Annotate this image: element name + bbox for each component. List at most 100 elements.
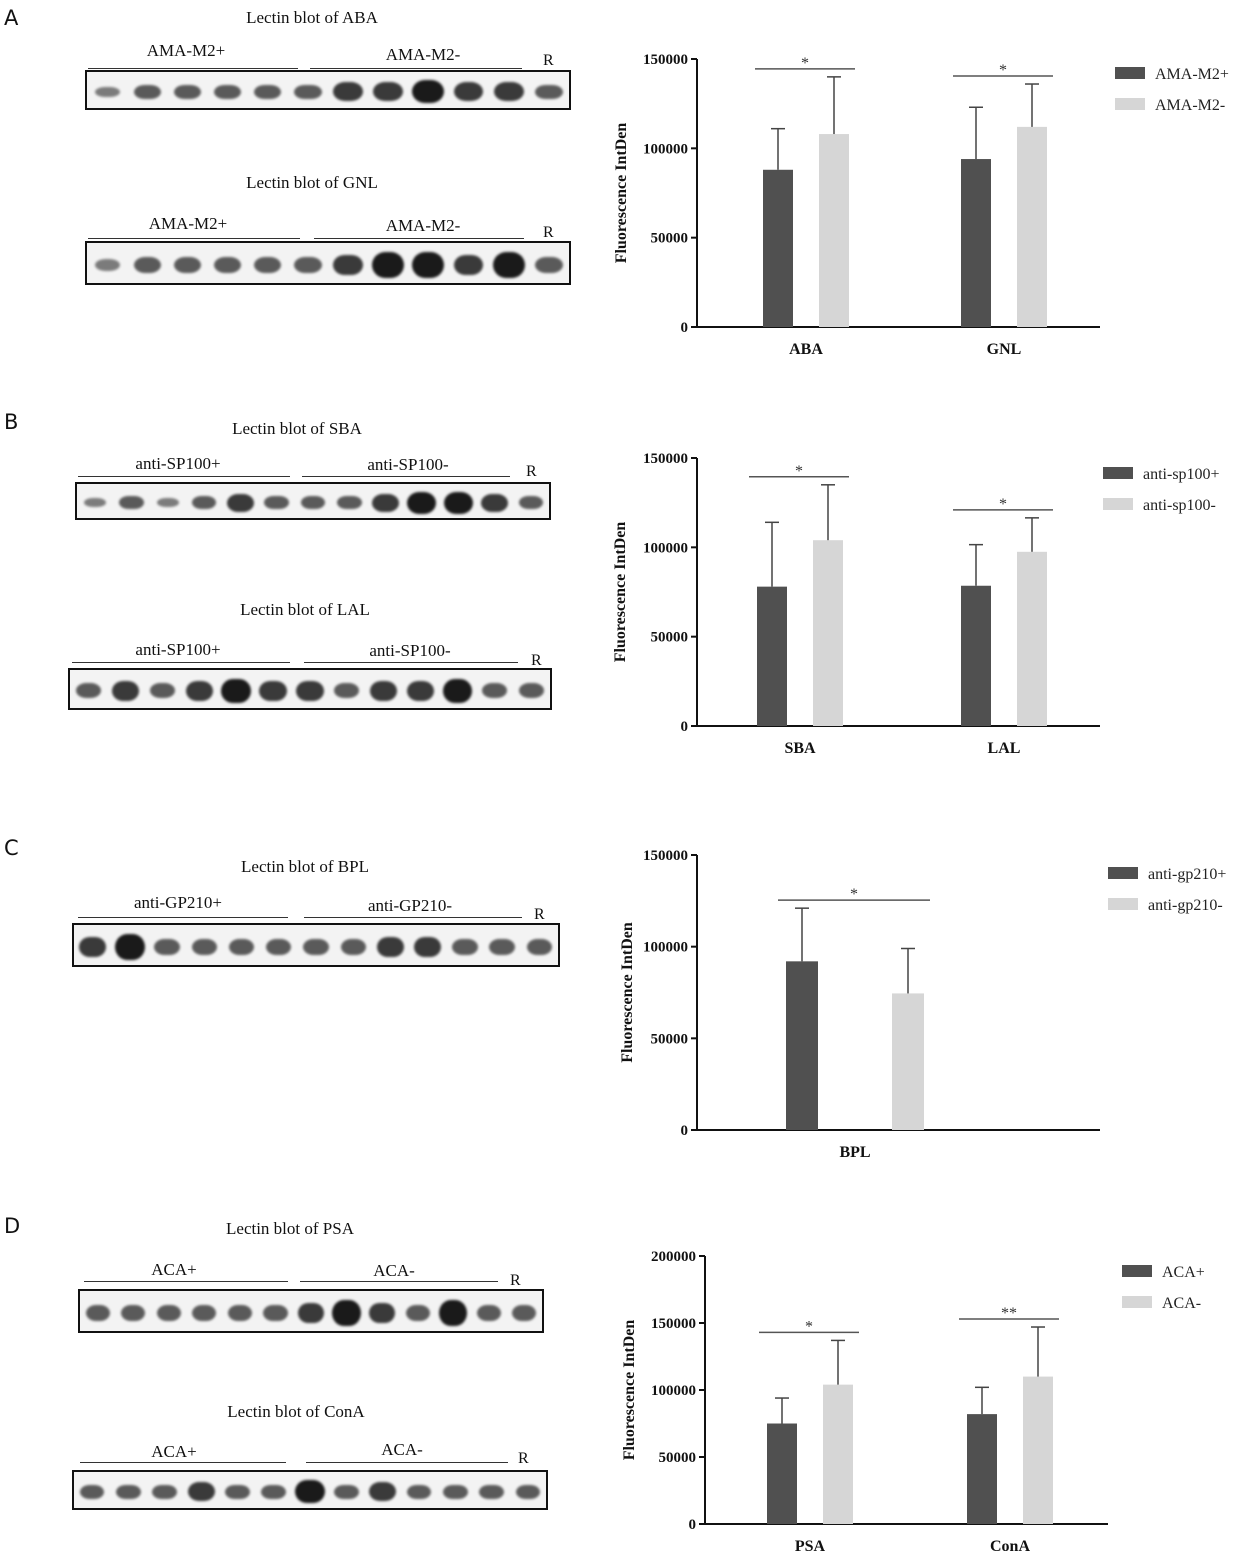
reference-label: R <box>534 906 545 923</box>
bar <box>967 1414 997 1524</box>
positive-group-line <box>72 662 290 663</box>
bar <box>786 961 818 1130</box>
legend-swatch <box>1115 67 1145 79</box>
blot-title: Lectin blot of GNL <box>246 173 378 192</box>
gel-band <box>259 681 287 701</box>
gel-band <box>116 1484 141 1499</box>
significance-marker: * <box>801 55 809 72</box>
y-tick-label: 150000 <box>651 1316 696 1332</box>
gel-band <box>333 254 363 276</box>
gel-band <box>412 252 445 278</box>
gel-band <box>94 259 120 271</box>
y-tick-label: 150000 <box>643 52 688 68</box>
blot-title: Lectin blot of SBA <box>232 419 362 438</box>
blot-title: Lectin blot of BPL <box>241 857 369 876</box>
bar-chart: 0 50000 100000 150000 Fluorescence IntDen ABA… <box>613 52 1229 358</box>
gel-band <box>85 1305 110 1321</box>
gel-band <box>481 493 508 512</box>
gel-band <box>83 497 107 508</box>
positive-group-label: ACA+ <box>151 1260 197 1279</box>
gel-band <box>482 683 508 699</box>
negative-group-line <box>310 68 522 69</box>
y-axis-label: Fluorescence IntDen <box>612 522 629 663</box>
legend-label: AMA-M2+ <box>1155 66 1229 83</box>
gel-band <box>149 683 175 699</box>
y-tick-label: 0 <box>681 719 689 735</box>
positive-group-line <box>78 917 288 918</box>
bar <box>1017 126 1047 327</box>
x-tick-label: ABA <box>789 341 823 358</box>
reference-label: R <box>518 1450 529 1467</box>
gel-band <box>300 495 326 510</box>
positive-group-line <box>88 68 298 69</box>
gel-band <box>228 939 255 955</box>
gel-band <box>476 1305 501 1321</box>
bar <box>757 586 787 726</box>
blot-gel <box>78 1289 544 1333</box>
gel-band <box>535 84 563 99</box>
negative-group-line <box>304 917 522 918</box>
gel-band <box>372 493 400 512</box>
positive-group-label: AMA-M2+ <box>146 41 226 60</box>
blot-gel <box>75 482 551 520</box>
gel-band <box>492 252 525 278</box>
gel-band <box>154 939 180 955</box>
legend-label: ACA+ <box>1162 1264 1205 1281</box>
x-tick-label: GNL <box>987 341 1022 358</box>
y-tick-label: 150000 <box>643 451 688 467</box>
y-axis-label: Fluorescence IntDen <box>619 922 636 1063</box>
gel-band <box>407 681 435 701</box>
bar <box>763 169 793 327</box>
gel-band <box>376 936 405 958</box>
gel-band <box>453 254 484 276</box>
negative-group-line <box>300 1281 498 1282</box>
panel-letter-a: A <box>4 6 19 30</box>
y-axis-label: Fluorescence IntDen <box>613 123 630 264</box>
positive-group-line <box>80 1462 286 1463</box>
gel-band <box>443 491 473 514</box>
negative-group-label: anti-SP100- <box>369 641 451 660</box>
negative-group-label: anti-SP100- <box>367 455 449 474</box>
gel-band <box>370 681 398 701</box>
gel-band <box>368 1302 396 1324</box>
gel-band <box>442 1484 468 1499</box>
blot-title: Lectin blot of LAL <box>240 600 370 619</box>
gel-band <box>297 1302 325 1324</box>
legend-swatch <box>1108 898 1138 910</box>
y-axis-label: Fluorescence IntDen <box>621 1320 638 1461</box>
gel-band <box>133 257 161 273</box>
y-tick-label: 100000 <box>643 141 688 157</box>
significance-marker: ** <box>1001 1305 1017 1322</box>
gel-band <box>512 1305 537 1321</box>
gel-band <box>453 82 484 102</box>
gel-band <box>518 495 544 510</box>
gel-band <box>121 1305 146 1321</box>
legend-label: ACA- <box>1162 1295 1201 1312</box>
y-tick-label: 0 <box>681 320 689 336</box>
y-tick-label: 50000 <box>651 231 689 247</box>
gel-band <box>114 934 145 960</box>
gel-band <box>438 1300 468 1326</box>
legend-swatch <box>1115 98 1145 110</box>
gel-band <box>333 82 363 102</box>
bar <box>823 1384 853 1524</box>
gel-band <box>133 84 161 99</box>
significance-marker: * <box>999 496 1007 513</box>
legend-label: anti-gp210- <box>1148 897 1223 914</box>
y-tick-label: 150000 <box>643 848 688 864</box>
gel-band <box>489 939 515 955</box>
gel-band <box>413 936 442 958</box>
bar <box>1017 551 1047 726</box>
legend-label: anti-sp100- <box>1143 497 1216 514</box>
gel-band <box>264 495 290 510</box>
gel-band <box>369 1482 397 1502</box>
gel-band <box>261 1484 287 1499</box>
gel-band <box>79 1484 105 1499</box>
gel-band <box>156 1305 181 1321</box>
gel-band <box>173 257 202 273</box>
blot-gel <box>68 668 552 710</box>
y-tick-label: 0 <box>681 1123 689 1139</box>
legend-swatch <box>1108 867 1138 879</box>
x-tick-label: PSA <box>795 1538 826 1555</box>
bar <box>819 134 849 327</box>
